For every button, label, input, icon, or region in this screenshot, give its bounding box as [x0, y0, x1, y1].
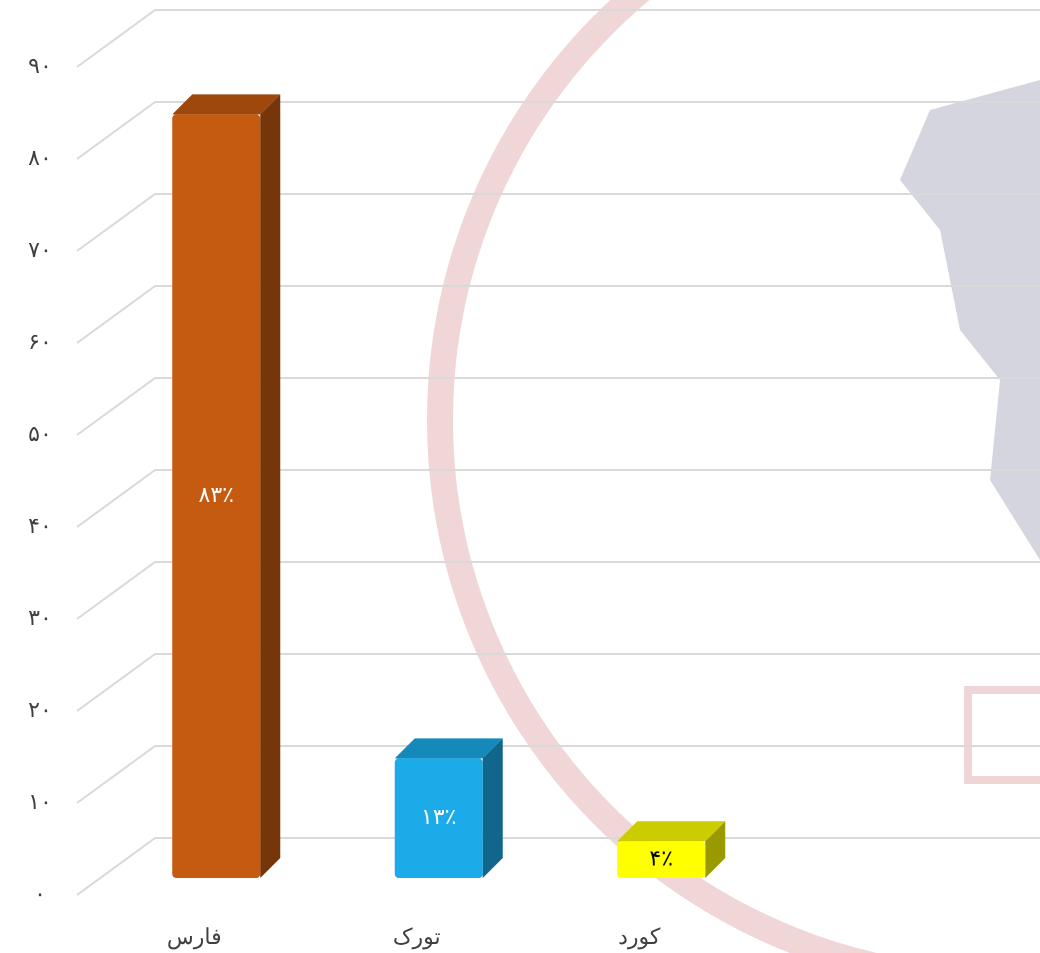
grid-line [76, 653, 1040, 712]
grid-line [76, 837, 1040, 896]
grid-line [76, 101, 1040, 160]
x-tick-label: فارس [167, 925, 222, 950]
bar-side [705, 821, 726, 878]
bar-side [260, 94, 281, 878]
y-tick-label: ۹۰ [28, 54, 52, 79]
y-tick-label: ۸۰ [28, 146, 52, 171]
grid-line [76, 9, 1040, 68]
grid-line [76, 469, 1040, 528]
y-tick-label: ۷۰ [28, 238, 52, 263]
bar [394, 738, 503, 878]
data-label: ۸۳٪ [199, 483, 234, 508]
x-tick-label: کورد [618, 925, 661, 950]
bar-top [394, 738, 503, 759]
bar-top [617, 821, 726, 842]
bar-side [482, 738, 503, 878]
grid-line [76, 745, 1040, 804]
data-label: ۱۳٪ [421, 805, 456, 830]
grid-line [76, 377, 1040, 436]
bar [172, 94, 281, 878]
y-tick-label: ۶۰ [28, 330, 52, 355]
grid-line [76, 285, 1040, 344]
bar-top [172, 94, 281, 115]
y-tick-label: ۳۰ [28, 606, 52, 631]
bar-front [394, 758, 483, 878]
x-tick-label: تورک [393, 925, 441, 950]
grid-line [76, 193, 1040, 252]
grid-line [76, 561, 1040, 620]
y-tick-label: ۵۰ [28, 422, 52, 447]
data-label: ۴٪ [649, 847, 673, 872]
watermark [427, 0, 1040, 953]
y-tick-label: ۰ [34, 882, 46, 907]
y-tick-label: ۴۰ [28, 514, 52, 539]
bar-front [172, 114, 261, 878]
bar-front [617, 841, 706, 878]
y-tick-label: ۱۰ [28, 790, 52, 815]
bar [617, 821, 726, 878]
y-tick-label: ۲۰ [28, 698, 52, 723]
